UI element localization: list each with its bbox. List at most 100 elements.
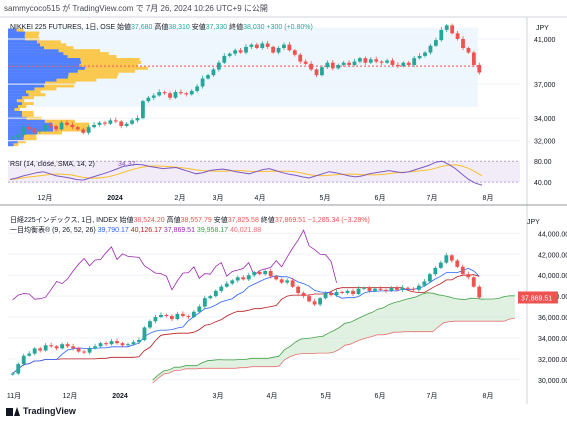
candle-body xyxy=(439,29,444,41)
candle-body xyxy=(191,311,196,318)
candle-body xyxy=(86,127,91,133)
volume-profile-bar-down xyxy=(44,119,76,123)
candle-body xyxy=(384,289,388,291)
top-currency-label: JPY xyxy=(536,25,549,32)
candle-body xyxy=(351,290,355,295)
volume-profile-bar-down xyxy=(44,46,74,50)
rsi-line xyxy=(9,160,483,186)
candle-body xyxy=(65,122,69,125)
volume-profile-bar-up xyxy=(8,93,29,97)
candle-body xyxy=(368,59,373,63)
volume-profile-bar-up xyxy=(8,57,81,61)
volume-profile-bar-down xyxy=(16,28,24,32)
top-time-tick: 8月 xyxy=(483,194,494,202)
candle-body xyxy=(81,129,86,133)
candle-body xyxy=(323,292,328,299)
candle-body xyxy=(97,122,102,125)
volume-profile-bar-up xyxy=(8,55,68,59)
volume-profile-bar-down xyxy=(67,55,117,59)
candle-body xyxy=(433,267,438,275)
candle-body xyxy=(362,287,366,289)
candle-body xyxy=(233,50,238,54)
candle-body xyxy=(282,44,286,48)
volume-profile-bar-up xyxy=(8,110,22,114)
candle-body xyxy=(428,45,433,53)
top-price-tick: 32,000 xyxy=(534,139,556,146)
volume-profile-bar-down xyxy=(24,34,39,38)
volume-profile-bar-down xyxy=(52,122,90,126)
volume-profile-bar-down xyxy=(23,137,37,141)
candle-body xyxy=(92,124,96,128)
candle-body xyxy=(405,287,410,289)
candle-body xyxy=(389,287,394,291)
candle-body xyxy=(356,288,361,295)
candle-body xyxy=(153,317,158,322)
candle-body xyxy=(151,95,156,98)
volume-profile-bar-up xyxy=(8,137,24,141)
candle-body xyxy=(104,343,108,345)
candle-body xyxy=(455,33,460,39)
candle-body xyxy=(21,127,26,136)
candle-body xyxy=(162,92,167,94)
candle-body xyxy=(108,120,113,124)
candle-body xyxy=(358,58,362,62)
candle-body xyxy=(246,275,251,280)
candle-body xyxy=(401,62,406,67)
volume-profile-bar-up xyxy=(8,49,59,53)
volume-profile-bar-down xyxy=(21,110,34,114)
candle-body xyxy=(216,62,221,70)
candle-body xyxy=(314,69,319,76)
candle-body xyxy=(347,62,351,65)
candle-body xyxy=(427,274,432,282)
candle-body xyxy=(257,272,262,275)
candle-body xyxy=(466,274,471,278)
candle-body xyxy=(21,355,26,365)
bottom-legend: 日経225インデックス, 1日, INDEX 始値38,524.20 高値38,… xyxy=(10,215,370,224)
candle-body xyxy=(189,90,194,95)
candle-body xyxy=(279,279,284,283)
candle-body xyxy=(76,348,81,352)
rsi-tick: 40.00 xyxy=(534,180,552,187)
top-price-tick: 41,000 xyxy=(534,37,556,44)
candle-body xyxy=(367,287,372,291)
candle-body xyxy=(16,135,21,138)
bottom-time-tick: 12月 xyxy=(63,392,78,400)
rsi-value: 34.37 xyxy=(118,161,136,168)
bottom-candles xyxy=(10,252,482,376)
bottom-time-tick: 7月 xyxy=(427,392,438,400)
candle-body xyxy=(206,75,210,79)
candle-body xyxy=(400,287,405,290)
candle-body xyxy=(211,69,216,76)
volume-profile-bar-up xyxy=(8,34,25,38)
volume-profile-bar-down xyxy=(68,72,119,76)
tradingview-logo-icon xyxy=(6,406,20,416)
last-price-badge xyxy=(518,291,558,304)
candle-body xyxy=(168,93,172,98)
volume-profile-bar-up xyxy=(8,122,53,126)
volume-profile-bar-up xyxy=(8,28,17,32)
top-legend: NIKKEI 225 FUTURES, 1日, OSE 始値37,680 高値3… xyxy=(10,22,313,31)
candle-body xyxy=(43,124,48,131)
candle-body xyxy=(224,283,229,287)
volume-profile-bar-down xyxy=(22,102,34,106)
top-time-tick: 12月 xyxy=(38,194,53,202)
rsi-label: RSI (14, close, SMA, 14, 2) xyxy=(10,161,95,168)
candle-body xyxy=(238,50,243,53)
candle-body xyxy=(329,292,333,296)
volume-profile-bar-down xyxy=(81,60,142,64)
candle-body xyxy=(113,120,118,122)
candle-body xyxy=(363,58,368,63)
candle-body xyxy=(438,262,443,268)
candle-body xyxy=(412,58,417,65)
candle-body xyxy=(271,46,276,53)
candle-body xyxy=(265,43,270,47)
candle-body xyxy=(385,60,389,63)
volume-profile-bar-up xyxy=(8,96,23,100)
volume-profile-bar-down xyxy=(84,66,148,70)
candle-body xyxy=(202,298,207,307)
candle-body xyxy=(444,25,449,30)
candle-body xyxy=(148,321,152,328)
volume-profile-bar-down xyxy=(25,31,40,35)
candle-body xyxy=(309,63,314,70)
volume-profile-bar-up xyxy=(8,81,46,85)
